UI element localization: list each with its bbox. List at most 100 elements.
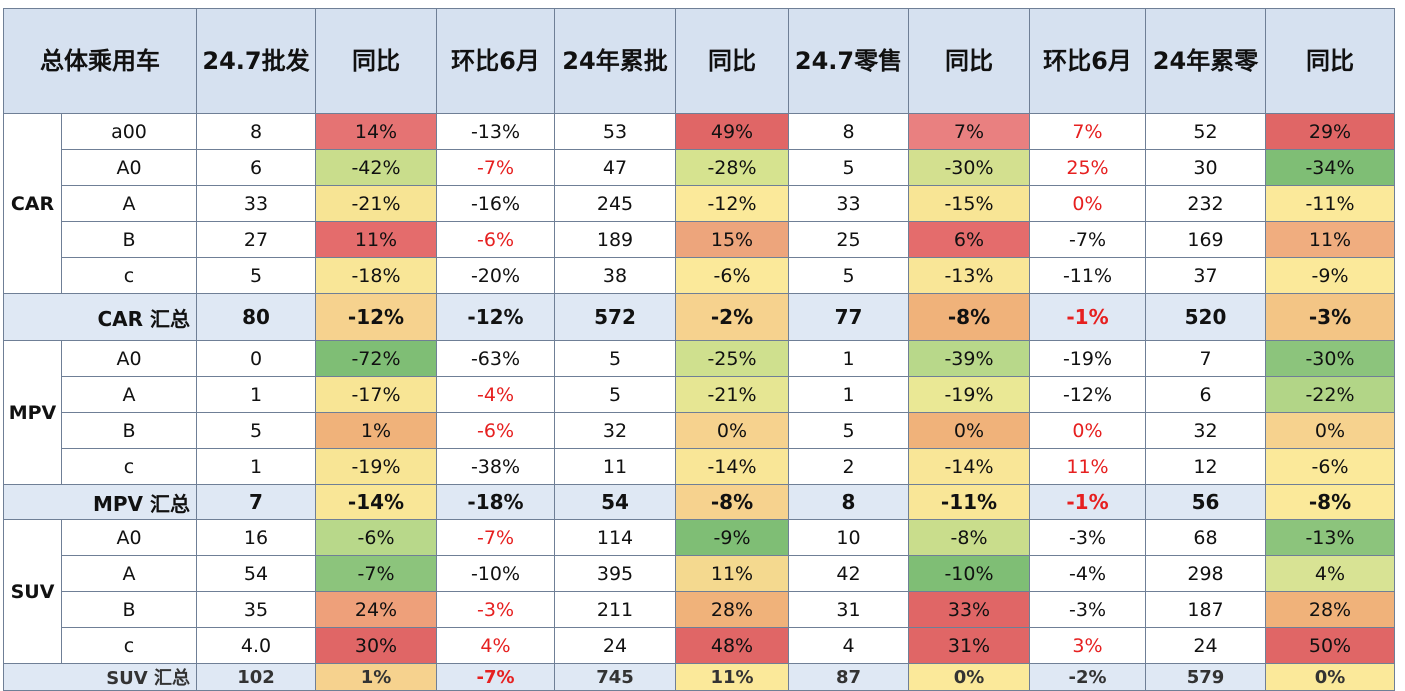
summary-row: MPV 汇总 7 -14% -18% 54 -8% 8 -11% -1% 56 -8% <box>3 484 1395 520</box>
data-cell: -22% <box>1265 376 1395 413</box>
data-cell: 28% <box>675 591 789 628</box>
data-cell: 11% <box>1265 221 1395 258</box>
data-cell: 1% <box>315 663 437 691</box>
data-cell: 102 <box>196 663 316 691</box>
segment-label: A0 <box>61 519 197 556</box>
data-cell: 0 <box>196 340 316 377</box>
data-cell: -10% <box>436 555 555 592</box>
data-cell: -25% <box>675 340 789 377</box>
data-cell: 52 <box>1145 113 1266 150</box>
data-cell: -11% <box>1265 185 1395 222</box>
data-cell: -2% <box>1029 663 1146 691</box>
data-cell: 68 <box>1145 519 1266 556</box>
passenger-car-sales-table: 总体乘用车 24.7批发 同比 环比6月 24年累批 同比 24.7零售 同比 … <box>3 8 1395 691</box>
data-cell: 0% <box>675 412 789 449</box>
data-cell: 25 <box>788 221 909 258</box>
data-cell: 5 <box>196 412 316 449</box>
summary-row: CAR 汇总 80 -12% -12% 572 -2% 77 -8% -1% 520 -3% <box>3 293 1395 341</box>
data-cell: 745 <box>554 663 676 691</box>
data-cell: -12% <box>436 293 555 341</box>
segment-label: B <box>61 412 197 449</box>
data-cell: -30% <box>1265 340 1395 377</box>
data-cell: 80 <box>196 293 316 341</box>
data-cell: 4% <box>1265 555 1395 592</box>
data-cell: 8 <box>196 113 316 150</box>
data-cell: 8 <box>788 484 909 520</box>
data-cell: 572 <box>554 293 676 341</box>
table-row: c 4.0 30% 4% 24 48% 4 31% 3% 24 50% <box>4 627 1395 664</box>
data-cell: 1 <box>196 448 316 485</box>
data-cell: -14% <box>675 448 789 485</box>
data-cell: 11% <box>1029 448 1146 485</box>
table-row: MPV A0 0 -72% -63% 5 -25% 1 -39% -19% 7 -30% <box>3 340 1395 485</box>
data-cell: -7% <box>1029 221 1146 258</box>
data-cell: 5 <box>554 376 676 413</box>
data-cell: -38% <box>436 448 555 485</box>
segment-label: a00 <box>61 113 197 150</box>
data-cell: -39% <box>908 340 1030 377</box>
data-cell: 31% <box>908 627 1030 664</box>
data-cell: 16 <box>196 519 316 556</box>
segment-label: c <box>61 257 197 294</box>
data-cell: 37 <box>1145 257 1266 294</box>
data-cell: -6% <box>436 221 555 258</box>
header-yoy: 同比 <box>315 8 437 114</box>
data-cell: 30 <box>1145 149 1266 186</box>
data-cell: 31 <box>788 591 909 628</box>
data-cell: 5 <box>788 412 909 449</box>
data-cell: 1% <box>315 412 437 449</box>
data-cell: -11% <box>908 484 1030 520</box>
data-cell: 42 <box>788 555 909 592</box>
data-cell: 2 <box>788 448 909 485</box>
table-row: A 1 -17% -4% 5 -21% 1 -19% -12% 6 -22% <box>4 376 1395 413</box>
group-label: CAR <box>3 113 62 294</box>
data-cell: -21% <box>675 376 789 413</box>
data-cell: -13% <box>908 257 1030 294</box>
header-yoy: 同比 <box>675 8 789 114</box>
data-cell: 0% <box>1265 412 1395 449</box>
segment-label: A <box>61 376 197 413</box>
data-cell: -13% <box>1265 519 1395 556</box>
group-label: SUV <box>3 519 62 664</box>
data-cell: -12% <box>675 185 789 222</box>
data-cell: -7% <box>436 149 555 186</box>
data-cell: 56 <box>1145 484 1266 520</box>
data-cell: 7% <box>908 113 1030 150</box>
data-cell: -3% <box>1029 519 1146 556</box>
data-cell: 54 <box>554 484 676 520</box>
data-cell: 11% <box>315 221 437 258</box>
data-cell: 520 <box>1145 293 1266 341</box>
data-cell: -4% <box>1029 555 1146 592</box>
data-cell: 14% <box>315 113 437 150</box>
data-cell: -8% <box>675 484 789 520</box>
data-cell: 7 <box>1145 340 1266 377</box>
data-cell: 10 <box>788 519 909 556</box>
data-cell: 169 <box>1145 221 1266 258</box>
data-cell: -72% <box>315 340 437 377</box>
data-cell: 3% <box>1029 627 1146 664</box>
data-cell: 24 <box>1145 627 1266 664</box>
data-cell: 0% <box>1029 412 1146 449</box>
header-mom: 环比6月 <box>436 8 555 114</box>
summary-row-cutoff: SUV 汇总 102 1% -7% 745 11% 87 0% -2% 579 0% <box>3 663 1395 691</box>
data-cell: 49% <box>675 113 789 150</box>
data-cell: -9% <box>1265 257 1395 294</box>
data-cell: -3% <box>1029 591 1146 628</box>
data-cell: -3% <box>436 591 555 628</box>
header-yoy: 同比 <box>908 8 1030 114</box>
data-cell: 27 <box>196 221 316 258</box>
data-cell: 189 <box>554 221 676 258</box>
table-row: A0 6 -42% -7% 47 -28% 5 -30% 25% 30 -34% <box>4 149 1395 186</box>
data-cell: -19% <box>1029 340 1146 377</box>
data-cell: 54 <box>196 555 316 592</box>
data-cell: 5 <box>554 340 676 377</box>
data-cell: 11% <box>675 555 789 592</box>
table-row: A 54 -7% -10% 395 11% 42 -10% -4% 298 4% <box>4 555 1395 592</box>
segment-label: A0 <box>61 149 197 186</box>
data-cell: -21% <box>315 185 437 222</box>
group-label: MPV <box>3 340 62 485</box>
segment-label: c <box>61 627 197 664</box>
data-cell: -8% <box>908 293 1030 341</box>
data-cell: 4 <box>788 627 909 664</box>
header-yoy: 同比 <box>1265 8 1395 114</box>
